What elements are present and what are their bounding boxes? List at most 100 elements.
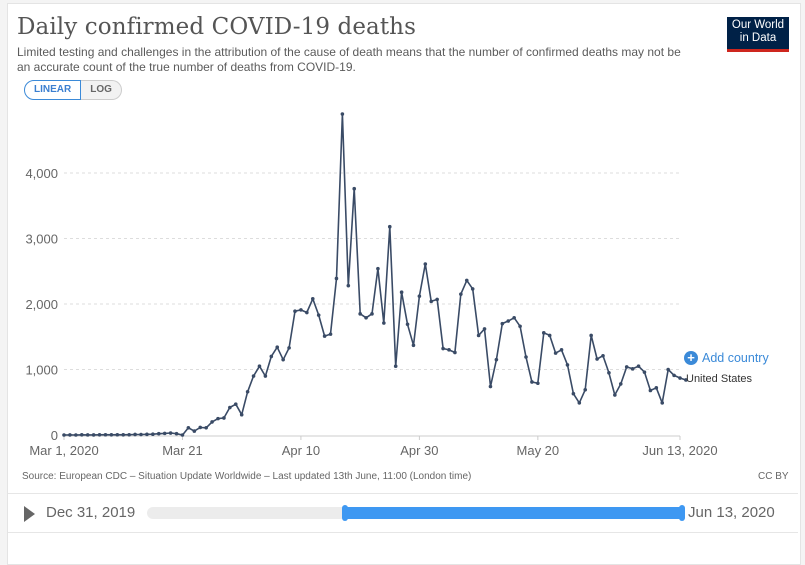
timeline-end-date: Jun 13, 2020 <box>688 504 775 521</box>
data-point <box>672 373 676 378</box>
data-point <box>186 425 191 430</box>
data-point <box>328 332 333 336</box>
data-point <box>488 384 493 389</box>
data-point <box>399 290 404 295</box>
add-country-button[interactable]: + Add country <box>684 351 769 365</box>
data-point <box>198 425 203 430</box>
data-point <box>103 432 108 437</box>
chart-card <box>7 3 801 565</box>
log-scale-button[interactable]: LOG <box>81 80 122 100</box>
data-point <box>269 354 274 359</box>
data-point <box>601 353 605 358</box>
data-point <box>530 380 534 384</box>
x-tick-label: Apr 10 <box>282 443 320 458</box>
data-point <box>435 297 439 302</box>
timeline-end-handle[interactable] <box>679 505 685 521</box>
timeline-start-handle[interactable] <box>342 505 349 521</box>
data-point <box>287 346 291 350</box>
x-tick-label: Jun 13, 2020 <box>642 443 717 458</box>
data-point <box>68 433 72 437</box>
data-point <box>74 433 78 437</box>
data-point <box>571 391 576 396</box>
data-point <box>642 370 647 374</box>
line-chart: 0 1,000 2,000 3,000 4,000 Mar 1, 2020 Mar 21 A… <box>25 112 718 458</box>
data-point <box>464 278 469 283</box>
data-point <box>251 374 256 378</box>
x-tick-label: Mar 1, 2020 <box>29 443 98 458</box>
data-point <box>281 357 285 362</box>
data-point <box>441 346 445 351</box>
data-point <box>239 412 244 417</box>
data-point <box>79 433 84 437</box>
data-point <box>151 432 155 437</box>
data-point <box>358 312 362 316</box>
series-line <box>63 113 687 436</box>
y-axis: 0 1,000 2,000 3,000 4,000 <box>25 166 58 443</box>
y-tick-label: 0 <box>51 428 58 443</box>
data-point <box>512 315 516 320</box>
data-point <box>518 324 522 329</box>
data-point <box>91 433 96 437</box>
data-point <box>382 321 386 325</box>
data-point <box>678 376 682 380</box>
source-note: Source: European CDC – Situation Update … <box>22 471 472 482</box>
data-point <box>660 401 665 405</box>
data-point <box>541 331 546 335</box>
data-point <box>257 364 262 369</box>
data-point <box>583 388 588 392</box>
data-point <box>145 432 149 437</box>
data-point <box>405 322 410 327</box>
data-point <box>85 433 90 437</box>
play-icon[interactable] <box>24 506 35 522</box>
series-label-united-states[interactable]: United States <box>686 373 753 385</box>
y-tick-label: 2,000 <box>25 297 58 312</box>
data-point <box>370 312 374 316</box>
x-axis: Mar 1, 2020 Mar 21 Apr 10 Apr 30 May 20 Jun 1… <box>29 435 718 458</box>
data-point <box>524 355 528 359</box>
data-point <box>547 333 552 338</box>
data-point <box>500 321 505 326</box>
data-point <box>174 431 179 436</box>
chart-title: Daily confirmed COVID-19 deaths <box>17 14 416 40</box>
data-point <box>127 432 131 437</box>
data-point <box>97 433 102 437</box>
data-point <box>310 296 315 301</box>
logo-line-1: Our World <box>731 19 785 31</box>
data-point <box>156 431 161 436</box>
data-point <box>589 333 593 338</box>
data-point <box>559 348 564 352</box>
x-tick-label: Mar 21 <box>162 443 202 458</box>
data-point <box>364 315 368 320</box>
timeline-selected-range[interactable] <box>345 507 683 519</box>
data-point <box>393 364 398 369</box>
data-point <box>293 309 297 314</box>
divider <box>8 532 798 533</box>
data-point <box>411 343 416 348</box>
data-point <box>506 319 511 323</box>
data-point <box>322 334 327 338</box>
data-point <box>459 292 463 296</box>
data-point <box>613 393 617 397</box>
linear-scale-button[interactable]: LINEAR <box>24 80 82 100</box>
series-united-states <box>62 112 688 437</box>
data-point <box>228 405 232 410</box>
x-tick-label: May 20 <box>517 443 560 458</box>
data-point <box>299 308 303 312</box>
data-point <box>376 266 380 271</box>
data-point <box>470 287 475 291</box>
data-point <box>624 365 629 369</box>
data-point <box>453 350 457 355</box>
data-point <box>245 389 250 394</box>
license-link[interactable]: CC BY <box>758 471 789 482</box>
data-point <box>654 386 659 390</box>
add-country-label: Add country <box>702 351 769 365</box>
data-point <box>334 276 339 281</box>
owid-logo[interactable]: Our World in Data <box>727 17 789 52</box>
data-point <box>204 425 208 430</box>
gridlines <box>64 172 680 370</box>
data-point <box>275 345 280 350</box>
data-point <box>577 401 582 405</box>
scale-toggle: LINEAR LOG <box>24 80 122 100</box>
data-point <box>648 388 653 393</box>
data-point <box>305 310 309 315</box>
